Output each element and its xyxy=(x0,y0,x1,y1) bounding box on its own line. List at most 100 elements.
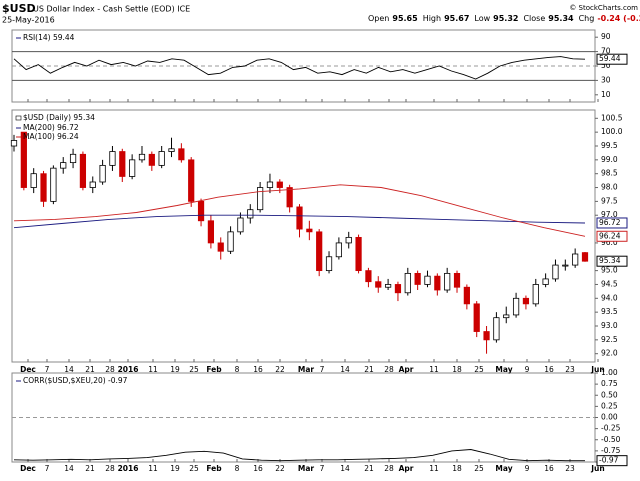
x-tick-label: 22 xyxy=(275,464,285,473)
candle-body xyxy=(384,284,392,288)
candle-body xyxy=(424,275,431,285)
symbol: $USD xyxy=(2,2,36,15)
x-tick-label: Mar xyxy=(298,464,315,473)
quote-value: 95.65 xyxy=(392,14,418,23)
y-tick-label: -0.50 xyxy=(601,435,621,444)
y-tick-label: 100.5 xyxy=(601,113,623,122)
x-tick-label: 21 xyxy=(364,365,374,374)
y-tick-label: 0.00 xyxy=(601,413,618,422)
quote-label: Low xyxy=(474,14,490,23)
y-tick-label: 98.0 xyxy=(601,183,618,192)
candle-body xyxy=(444,272,451,291)
y-tick-label: 70 xyxy=(601,47,611,56)
last-value-label: 95.34 xyxy=(599,256,621,265)
x-tick-label: 8 xyxy=(235,464,240,473)
candle-body xyxy=(503,314,510,319)
candle-body xyxy=(119,151,126,177)
candle-body xyxy=(581,252,589,262)
candle-body xyxy=(79,153,87,188)
y-tick-label: 93.0 xyxy=(601,321,618,330)
candle-body xyxy=(178,148,185,161)
x-tick-label: Feb xyxy=(206,365,222,374)
y-tick-label: 99.5 xyxy=(601,141,618,150)
candle-body xyxy=(572,253,579,266)
quote-value: 95.34 xyxy=(548,14,574,23)
x-tick-label: 16 xyxy=(253,365,263,374)
instrument-name: US Dollar Index - Cash Settle (EOD) ICE xyxy=(33,5,190,14)
candle-body xyxy=(552,264,559,280)
x-tick-label: 7 xyxy=(320,365,325,374)
x-tick-label: 16 xyxy=(253,464,263,473)
x-tick-label: 9 xyxy=(525,365,530,374)
candle-body xyxy=(404,272,411,294)
x-tick-label: 11 xyxy=(148,464,158,473)
candle-body xyxy=(60,162,67,169)
candle-body xyxy=(99,164,106,183)
candle-body xyxy=(30,173,37,188)
x-tick-label: 8 xyxy=(235,365,240,374)
panel-legend: $USD (Daily) 95.34 xyxy=(23,113,95,122)
candle-body xyxy=(158,151,165,166)
candle-body xyxy=(129,159,136,177)
x-tick-label: 14 xyxy=(64,464,74,473)
quote: Open 95.65 High 95.67 Low 95.32 Close 95.34 Chg -… xyxy=(368,14,640,23)
y-tick-label: 30 xyxy=(601,75,611,84)
candle-body xyxy=(207,220,215,244)
x-tick-label: 25 xyxy=(474,464,484,473)
candle-body xyxy=(316,231,323,272)
candle-body xyxy=(493,317,500,341)
candle-body xyxy=(414,272,421,285)
date: 25-May-2016 xyxy=(2,16,55,25)
x-tick-label: Apr xyxy=(399,365,414,374)
x-tick-label: 25 xyxy=(189,464,199,473)
last-value-label: 96.72 xyxy=(599,218,621,227)
candle-body xyxy=(276,181,283,188)
indicator-line xyxy=(13,449,585,462)
last-value-label: -0.97 xyxy=(599,456,619,465)
x-tick-label: 2016 xyxy=(118,365,139,374)
quote-label: Open xyxy=(368,14,389,23)
y-tick-label: 90 xyxy=(601,32,611,41)
indicator-line xyxy=(13,56,586,80)
y-tick-label: 50 xyxy=(601,61,611,70)
y-tick-label: 95.0 xyxy=(601,266,618,275)
y-tick-label: 93.5 xyxy=(601,307,618,316)
y-tick-label: 10 xyxy=(601,90,611,99)
candle-body xyxy=(434,275,441,291)
candle-body xyxy=(345,236,352,244)
y-tick-label: 98.5 xyxy=(601,169,618,178)
moving-average-line xyxy=(13,184,586,237)
x-tick-label: Apr xyxy=(399,464,414,473)
legend-entry: MA(200) 96.72 xyxy=(23,123,79,132)
panel-legend: RSI(14) 59.44 xyxy=(23,33,75,42)
candle-body xyxy=(10,140,18,147)
x-tick-label: 11 xyxy=(148,365,158,374)
candle-body xyxy=(453,272,461,288)
x-tick-label: Feb xyxy=(206,464,222,473)
quote-label: High xyxy=(423,14,441,23)
last-value-tag xyxy=(596,53,628,65)
y-tick-label: 1.00 xyxy=(601,368,618,377)
x-tick-label: 28 xyxy=(384,365,394,374)
last-value-tag xyxy=(596,230,628,242)
y-tick-label: 99.0 xyxy=(601,155,618,164)
y-tick-label: 97.5 xyxy=(601,196,618,205)
last-value-tag xyxy=(596,217,628,229)
x-tick-label: 7 xyxy=(45,365,50,374)
candle-body xyxy=(237,217,244,233)
y-tick-label: -0.25 xyxy=(601,424,621,433)
x-tick-label: 7 xyxy=(320,464,325,473)
quote-label: Chg xyxy=(579,14,595,23)
x-tick-label: 7 xyxy=(45,464,50,473)
candle-body xyxy=(69,153,77,164)
candle-body xyxy=(355,236,362,272)
candle-body xyxy=(512,297,520,316)
y-tick-label: 94.0 xyxy=(601,293,618,302)
quote-value: -0.24 (-0.25%) xyxy=(597,14,640,23)
quote-value: 95.32 xyxy=(493,14,518,23)
candle-body xyxy=(109,151,116,166)
x-tick-label: 16 xyxy=(544,365,554,374)
x-tick-label: 25 xyxy=(189,365,199,374)
y-tick-label: 92.0 xyxy=(601,349,618,358)
